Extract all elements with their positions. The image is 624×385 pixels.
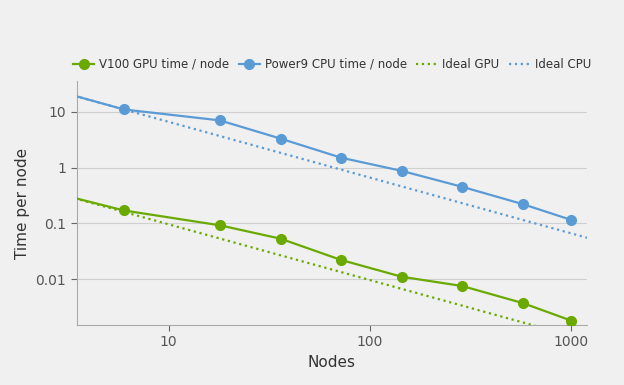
Ideal GPU (557, 331, 565, 335)
Y-axis label: Time per node: Time per node (15, 148, 30, 259)
Power9 CPU time / node (519, 202, 527, 206)
V100 GPU time / node (519, 301, 527, 305)
Power9 CPU time / node (459, 184, 466, 189)
Legend: V100 GPU time / node, Power9 CPU time / node, Ideal GPU, Ideal CPU: V100 GPU time / node, Power9 CPU time / … (68, 53, 595, 75)
Ideal GPU (59, 193, 67, 198)
Line: Ideal CPU: Ideal CPU (63, 93, 587, 238)
Power9 CPU time / node (567, 218, 575, 222)
V100 GPU time / node (398, 275, 406, 279)
Ideal GPU (583, 338, 591, 343)
Power9 CPU time / node (277, 136, 285, 141)
X-axis label: Nodes: Nodes (308, 355, 356, 370)
Ideal CPU (80, 96, 88, 101)
V100 GPU time / node (216, 223, 223, 228)
Ideal CPU (539, 223, 546, 228)
V100 GPU time / node (59, 193, 67, 198)
V100 GPU time / node (459, 284, 466, 288)
Ideal GPU (539, 326, 546, 330)
V100 GPU time / node (120, 208, 127, 213)
Ideal GPU (91, 202, 99, 206)
Power9 CPU time / node (338, 156, 345, 160)
Ideal GPU (199, 231, 207, 236)
Ideal GPU (157, 220, 164, 224)
Ideal CPU (91, 99, 99, 104)
Ideal CPU (157, 117, 164, 122)
Ideal GPU (80, 199, 88, 203)
Ideal CPU (557, 228, 565, 233)
Power9 CPU time / node (59, 90, 67, 95)
Power9 CPU time / node (120, 107, 127, 112)
V100 GPU time / node (567, 318, 575, 323)
Line: Power9 CPU time / node: Power9 CPU time / node (59, 88, 576, 225)
Ideal CPU (199, 129, 207, 134)
Power9 CPU time / node (398, 169, 406, 173)
Ideal CPU (59, 90, 67, 95)
V100 GPU time / node (277, 236, 285, 241)
Line: V100 GPU time / node: V100 GPU time / node (59, 190, 576, 325)
Line: Ideal GPU: Ideal GPU (63, 195, 587, 340)
Ideal CPU (583, 236, 591, 240)
V100 GPU time / node (338, 258, 345, 262)
Power9 CPU time / node (216, 118, 223, 123)
